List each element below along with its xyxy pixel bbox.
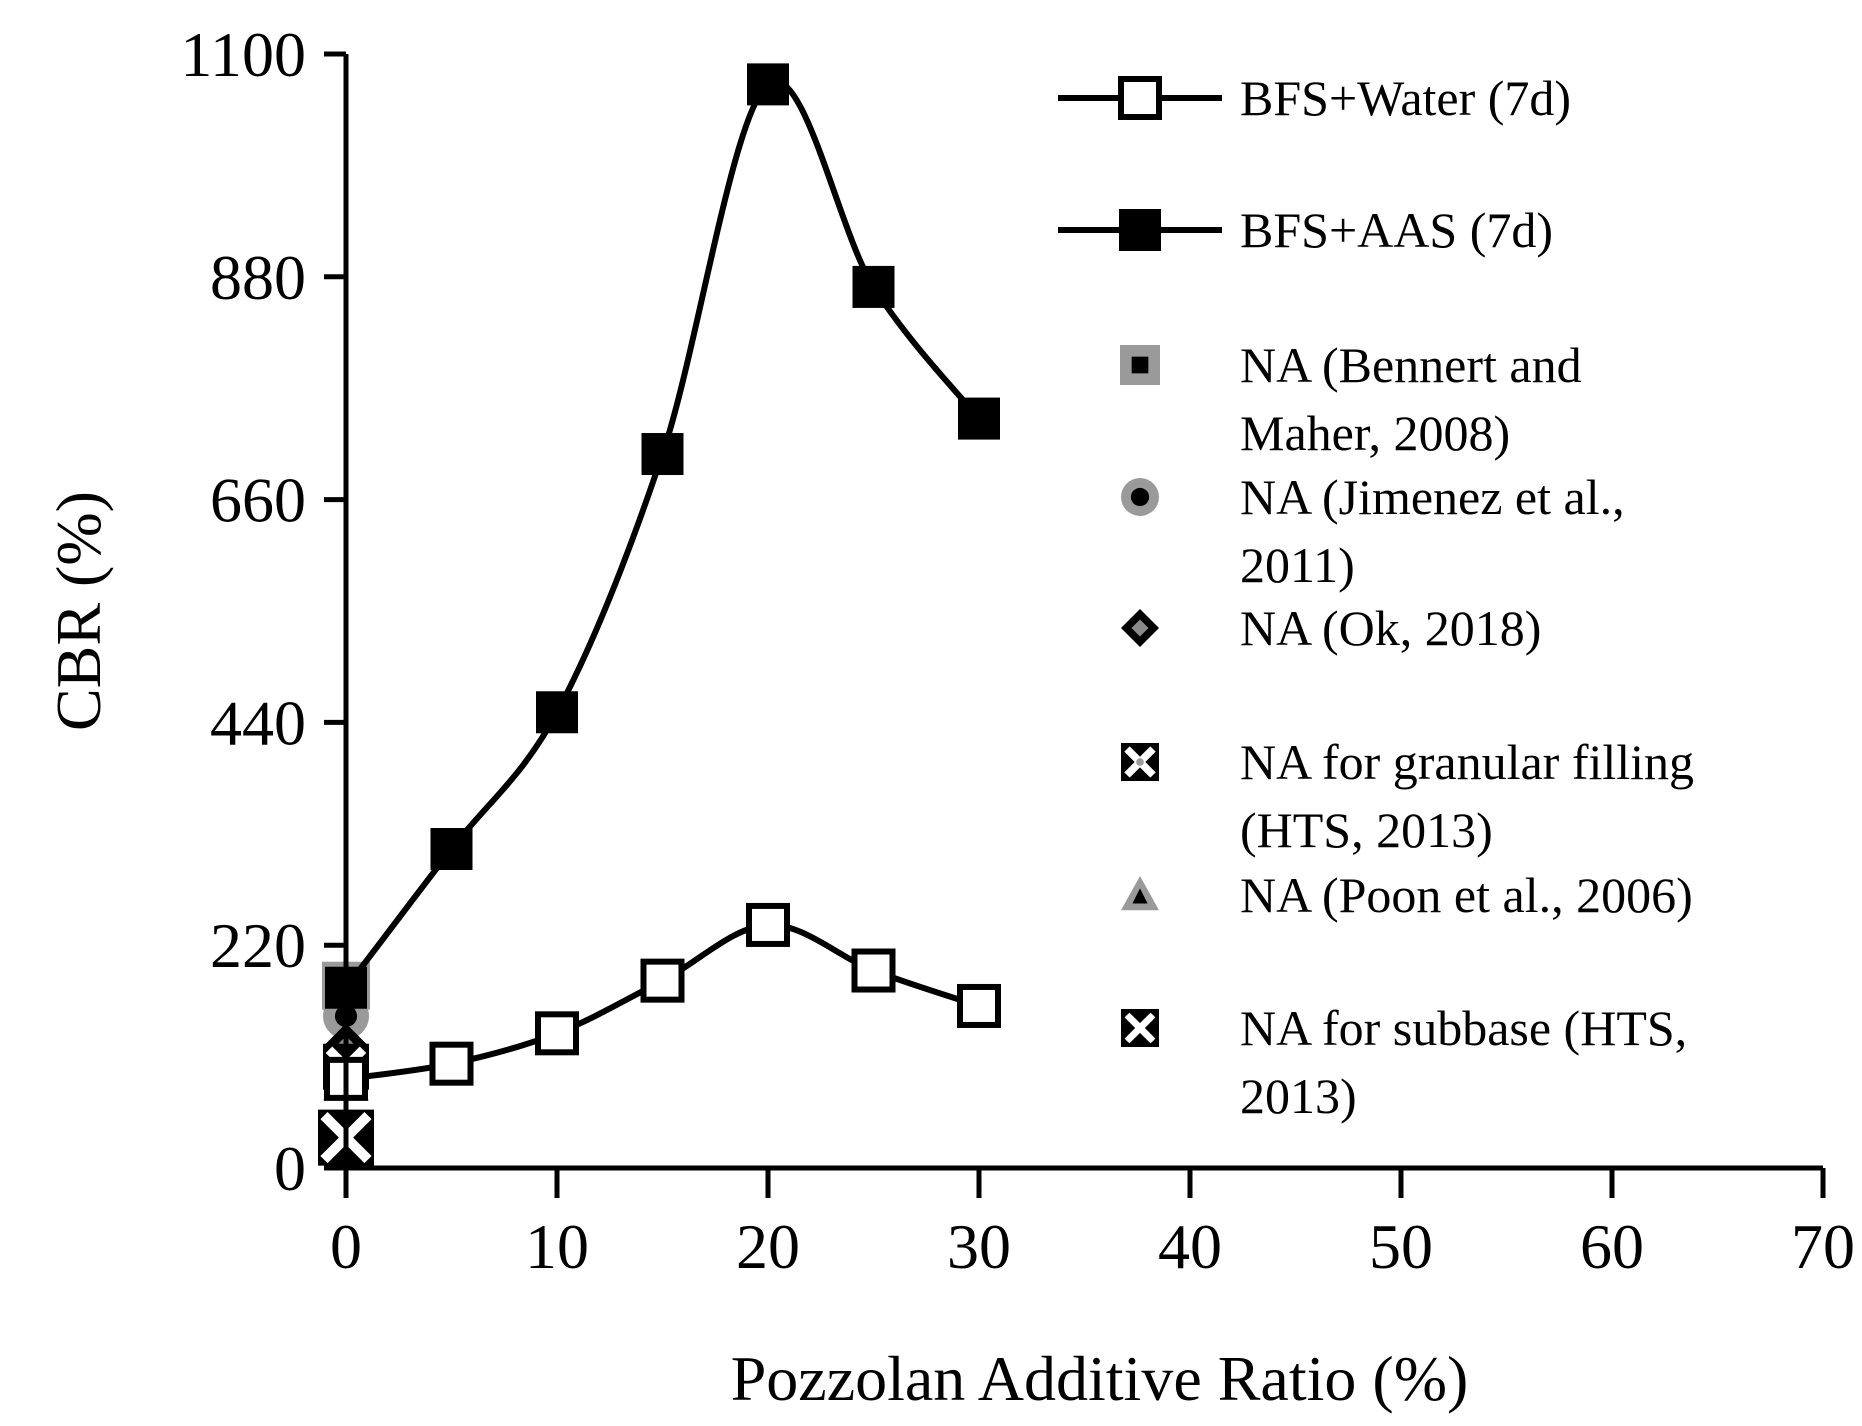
x-axis-title: Pozzolan Additive Ratio (%) — [731, 1343, 1469, 1414]
legend-marker-square-gray — [1120, 345, 1160, 385]
data-point-square-open — [640, 958, 685, 1003]
y-tick-label: 1100 — [180, 19, 306, 90]
legend-marker-triangle-gray — [1121, 876, 1159, 911]
x-tick-label: 0 — [330, 1211, 362, 1282]
legend-label: NA for subbase (HTS, — [1240, 1000, 1687, 1056]
x-tick-label: 70 — [1791, 1211, 1855, 1282]
data-point-square-open — [851, 948, 896, 993]
y-tick-label: 880 — [210, 242, 306, 313]
legend-label: BFS+Water (7d) — [1240, 70, 1571, 126]
legend-item: NA for granular filling (HTS, 2013) — [1121, 734, 1694, 858]
legend-item: NA (Jimenez et al., 2011) — [1121, 469, 1625, 593]
legend-item: BFS+Water (7d) — [1058, 70, 1571, 126]
data-point-square-filled — [430, 827, 473, 870]
data-point-square-open — [746, 902, 790, 947]
y-tick-label: 440 — [210, 687, 306, 758]
legend-marker-square-filled — [1119, 209, 1161, 251]
x-tick-label: 30 — [947, 1211, 1011, 1282]
x-tick-label: 10 — [525, 1211, 589, 1282]
data-point-square-open — [957, 983, 1001, 1028]
legend-label: 2011) — [1240, 537, 1355, 593]
legend-label: NA (Bennert and — [1240, 337, 1582, 393]
x-tick-label: 60 — [1580, 1211, 1644, 1282]
x-tick-label: 50 — [1369, 1211, 1433, 1282]
legend-marker-circle-gray — [1121, 478, 1159, 516]
legend-item: NA for subbase (HTS, 2013) — [1121, 1000, 1687, 1124]
legend-marker-x-box-light — [1121, 743, 1159, 781]
legend-item: NA (Bennert and Maher, 2008) — [1120, 337, 1582, 461]
data-point-square-filled — [536, 691, 578, 734]
y-tick-label: 220 — [210, 910, 306, 981]
legend-marker-x-box-dark — [1121, 1009, 1159, 1047]
legend-label: BFS+AAS (7d) — [1240, 202, 1553, 258]
legend-label: NA (Jimenez et al., — [1240, 469, 1625, 525]
legend-label: NA (Poon et al., 2006) — [1240, 867, 1693, 923]
legend-item: NA (Ok, 2018) — [1121, 600, 1541, 656]
y-axis-title: CBR (%) — [43, 491, 114, 731]
legend-label: NA (Ok, 2018) — [1240, 600, 1541, 656]
legend-label: (HTS, 2013) — [1240, 802, 1493, 858]
data-point-square-filled — [958, 397, 1000, 440]
legend-item: BFS+AAS (7d) — [1058, 202, 1553, 258]
series-square-filled — [325, 63, 1000, 1009]
legend-label: Maher, 2008) — [1240, 405, 1510, 461]
data-point-square-open — [535, 1011, 579, 1056]
legend-item: NA (Poon et al., 2006) — [1121, 867, 1693, 923]
y-tick-label: 0 — [274, 1133, 306, 1204]
series-square-open — [324, 902, 1001, 1101]
data-point-square-filled — [852, 265, 895, 308]
legend-marker-square-open — [1118, 76, 1162, 120]
axes-layer: 0 220 440 660 880 1100 0 10 20 30 40 50 60 70 Pozzolan… — [43, 19, 1855, 1414]
legend-marker-diamond — [1121, 609, 1159, 647]
data-point-square-open — [429, 1041, 474, 1086]
legend-label: NA for granular filling — [1240, 734, 1694, 790]
legend: BFS+Water (7d) BFS+AAS (7d) NA (Bennert an… — [1058, 70, 1694, 1124]
data-point-square-filled — [747, 63, 789, 106]
y-tick-label: 660 — [210, 465, 306, 536]
x-tick-label: 20 — [736, 1211, 800, 1282]
data-point-square-filled — [641, 433, 684, 476]
legend-label: 2013) — [1240, 1068, 1357, 1124]
x-tick-label: 40 — [1158, 1211, 1222, 1282]
